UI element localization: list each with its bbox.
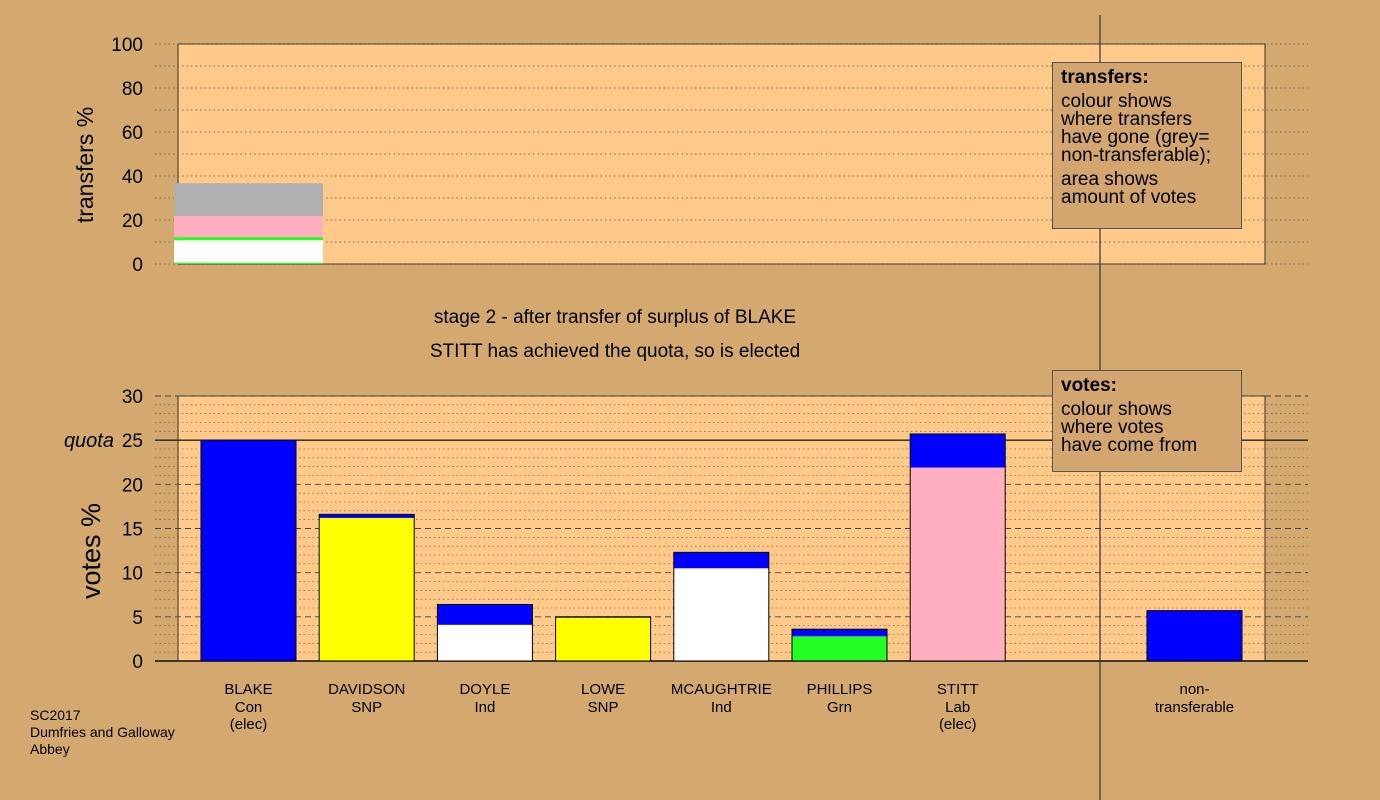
votes-legend: votes: colour shows where votes have com…: [1052, 370, 1242, 472]
candidate-party: Ind: [474, 699, 495, 716]
candidate-status: (elec): [230, 716, 268, 733]
vote-segment: [792, 636, 887, 661]
votes-legend-title: votes:: [1061, 377, 1233, 395]
candidate-name: PHILLIPS: [807, 681, 873, 698]
candidate-party: Ind: [711, 699, 732, 716]
election-id: SC2017: [30, 707, 175, 724]
vote-segment: [910, 434, 1005, 468]
vote-segment: [910, 468, 1005, 661]
votes-tick-label: 20: [122, 475, 143, 496]
transfers-legend-title: transfers:: [1061, 69, 1233, 87]
transfer-segment-ind: [174, 260, 323, 263]
candidate-status: (elec): [939, 716, 977, 733]
transfer-segment-grn: [174, 237, 323, 240]
candidate-party: SNP: [351, 699, 382, 716]
transfers-tick-label: 100: [111, 35, 143, 56]
election-caption: SC2017 Dumfries and Galloway Abbey: [30, 707, 175, 758]
transfers-tick-label: 40: [122, 167, 143, 188]
vote-segment: [792, 629, 887, 636]
ward-name-cont: Abbey: [30, 741, 175, 758]
vote-segment: [319, 514, 414, 518]
votes-tick-label: 5: [132, 608, 143, 629]
nontransferable-bar: [1147, 611, 1242, 661]
transfers-tick-label: 80: [122, 79, 143, 100]
vote-segment: [437, 604, 532, 624]
candidate-name: BLAKE: [224, 681, 272, 698]
votes-tick-label: 0: [132, 652, 143, 673]
votes-tick-label: 15: [122, 520, 143, 541]
transfer-segment-nontransferable: [174, 183, 323, 216]
vote-segment: [674, 552, 769, 568]
transfers-tick-label: 20: [122, 211, 143, 232]
candidate-name: STITT: [937, 681, 979, 698]
transfers-legend: transfers: colour shows where transfers …: [1052, 62, 1242, 229]
candidate-party: Grn: [827, 699, 852, 716]
transfers-tick-label: 0: [132, 255, 143, 276]
votes-tick-label: 30: [122, 387, 143, 408]
nontransferable-label: non-: [1179, 681, 1209, 698]
transfers-axis-label: transfers %: [72, 107, 98, 223]
votes-tick-label: 25: [122, 431, 143, 452]
vote-segment: [319, 518, 414, 661]
quota-label: quota: [64, 430, 114, 452]
nontransferable-label: transferable: [1155, 699, 1234, 716]
votes-legend-line: have come from: [1061, 437, 1233, 455]
vote-segment: [674, 568, 769, 661]
votes-tick-label: 10: [122, 564, 143, 585]
transfers-legend-line: non-transferable);: [1061, 147, 1233, 165]
transfer-segment-ind: [174, 240, 323, 259]
transfer-segment-lab: [174, 216, 323, 237]
votes-axis-label: votes %: [76, 503, 106, 599]
stage-title: stage 2 - after transfer of surplus of B…: [434, 307, 796, 328]
candidate-party: Lab: [945, 699, 970, 716]
elected-status: STITT has achieved the quota, so is elec…: [430, 341, 800, 362]
candidate-name: LOWE: [581, 681, 625, 698]
vote-segment: [556, 618, 651, 661]
transfers-legend-line: amount of votes: [1061, 189, 1233, 207]
ward-name: Dumfries and Galloway: [30, 724, 175, 741]
vote-segment: [437, 625, 532, 661]
candidate-party: SNP: [588, 699, 619, 716]
candidate-party: Con: [235, 699, 263, 716]
transfer-segment-grn: [174, 263, 323, 264]
vote-segment: [201, 440, 296, 661]
candidate-name: DOYLE: [459, 681, 510, 698]
candidate-name: DAVIDSON: [328, 681, 405, 698]
candidate-name: MCAUGHTRIE: [671, 681, 772, 698]
transfers-tick-label: 60: [122, 123, 143, 144]
